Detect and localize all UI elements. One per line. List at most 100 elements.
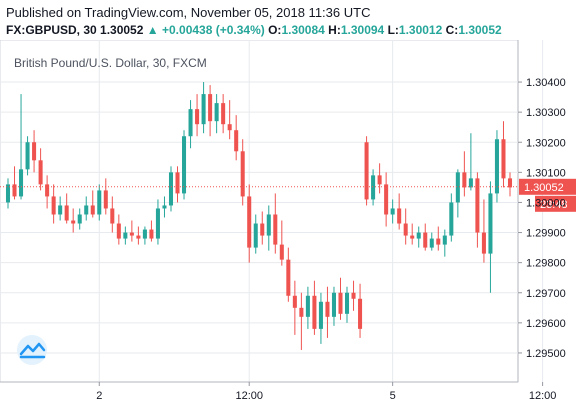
candle-down	[462, 151, 467, 197]
y-tick-label: 1.29900	[526, 228, 566, 240]
plot-frame	[0, 40, 519, 383]
candle-body	[481, 232, 486, 254]
candle-body	[221, 103, 226, 125]
candle-body	[488, 193, 493, 254]
candle-up	[77, 208, 82, 230]
candle-up	[168, 166, 174, 212]
candle-body	[390, 208, 395, 215]
candle-up	[162, 196, 167, 218]
candle-body	[403, 223, 408, 236]
candle-down	[507, 172, 513, 197]
candle-up	[318, 292, 323, 344]
countdown-label: 23:48	[540, 199, 568, 211]
candle-up	[344, 286, 350, 323]
candle-up	[390, 199, 395, 224]
candle-down	[45, 175, 50, 209]
tradingview-logo-icon	[17, 335, 47, 365]
time-axis[interactable]: 2 12:00 5 12:00	[96, 382, 556, 402]
candle-body	[123, 232, 128, 239]
candle-up	[416, 226, 421, 248]
x-tick-label: 12:00	[235, 390, 263, 402]
low-value: 1.30012	[398, 23, 443, 37]
candle-body	[423, 232, 428, 248]
candle-down	[377, 163, 382, 194]
candle-body	[162, 205, 167, 209]
candle-down	[410, 223, 415, 245]
candle-down	[260, 211, 265, 245]
candle-body	[312, 295, 317, 329]
candle-up	[455, 169, 460, 218]
candle-down	[364, 136, 369, 206]
candle-body	[358, 298, 363, 329]
candle-down	[175, 166, 180, 203]
candle-up	[429, 232, 434, 251]
candle-body	[331, 292, 336, 317]
candle-body	[32, 142, 37, 161]
chart-overlays: 1.30052 23:48	[0, 178, 576, 212]
candle-down	[136, 226, 141, 245]
candle-body	[305, 295, 310, 317]
candle-body	[384, 184, 389, 215]
candle-down	[71, 208, 76, 233]
candle-down	[279, 220, 284, 266]
candle-body	[110, 208, 115, 224]
high-value: 1.30094	[340, 23, 385, 37]
candle-body	[234, 130, 239, 152]
candle-down	[12, 166, 17, 200]
candle-up	[488, 181, 493, 293]
y-tick-label: 1.30000	[526, 197, 566, 209]
symbol-label: FX:GBPUSD, 30	[6, 23, 97, 37]
candle-down	[436, 226, 441, 251]
candle-body	[299, 307, 304, 317]
candle-down	[325, 286, 330, 338]
y-tick-label: 1.29800	[526, 258, 566, 270]
candle-down	[90, 190, 95, 218]
last-price-badge	[519, 178, 576, 195]
candle-up	[214, 94, 219, 134]
candle-down	[221, 94, 226, 134]
price-axis[interactable]: 1.30400 1.30300 1.30200 1.30100 1.30000 1.299…	[518, 77, 566, 360]
high-label: H:	[328, 23, 341, 37]
candle-down	[286, 247, 291, 302]
candle-body	[286, 259, 291, 296]
candle-up	[25, 136, 30, 176]
candle-down	[423, 223, 428, 251]
candle-body	[77, 214, 82, 224]
candle-up	[468, 133, 473, 191]
candle-up	[449, 193, 454, 242]
candle-up	[142, 226, 147, 245]
candle-body	[175, 172, 180, 194]
candle-body	[416, 232, 421, 239]
candle-down	[338, 277, 343, 320]
candle-series	[5, 82, 513, 350]
candle-body	[90, 205, 95, 215]
candle-body	[273, 214, 278, 245]
candle-down	[103, 178, 108, 215]
candle-down	[195, 94, 200, 137]
candle-down	[227, 100, 232, 140]
candle-body	[338, 292, 343, 314]
candle-down	[299, 292, 304, 350]
chart-grid	[0, 40, 544, 383]
candle-down	[32, 130, 37, 173]
candle-body	[429, 238, 434, 248]
candle-body	[97, 190, 102, 215]
candle-body	[364, 142, 369, 200]
candle-body	[468, 178, 473, 188]
candle-body	[155, 208, 160, 239]
candle-up	[155, 199, 160, 245]
candle-body	[12, 184, 17, 197]
candle-body	[449, 202, 454, 236]
candle-body	[25, 142, 30, 170]
candle-down	[475, 172, 480, 248]
candle-body	[201, 94, 206, 125]
candle-down	[110, 196, 115, 233]
last-price-value: 1.30052	[100, 23, 144, 37]
published-line: Published on TradingView.com, November 0…	[6, 5, 371, 20]
candle-body	[260, 223, 265, 236]
candle-body	[58, 205, 63, 215]
candlestick-chart[interactable]: 1.30052 23:48 British Pound/U.S. Dollar, …	[0, 40, 577, 413]
x-tick-label: 2	[96, 390, 102, 402]
candle-down	[481, 199, 486, 263]
candle-body	[188, 109, 193, 137]
